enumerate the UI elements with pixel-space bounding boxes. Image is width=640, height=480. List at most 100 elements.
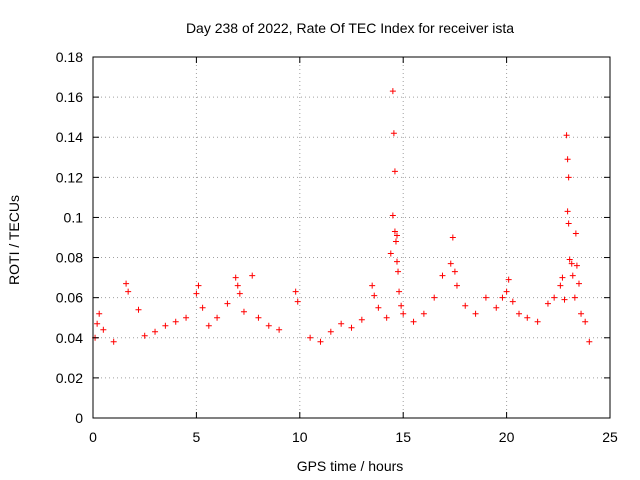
data-point <box>110 338 117 345</box>
data-point <box>393 258 400 265</box>
y-tick-label: 0.16 <box>56 89 83 105</box>
data-point <box>96 310 103 317</box>
data-point <box>396 288 403 295</box>
data-point <box>400 310 407 317</box>
data-point <box>447 260 454 267</box>
data-point <box>327 328 334 335</box>
data-points <box>92 88 593 345</box>
x-tick-label: 15 <box>395 429 411 445</box>
data-point <box>503 288 510 295</box>
data-point <box>276 326 283 333</box>
data-point <box>390 130 397 137</box>
data-point <box>214 314 221 321</box>
data-point <box>265 322 272 329</box>
data-point <box>236 290 243 297</box>
y-axis-label: ROTI / TECUs <box>6 195 22 285</box>
data-point <box>392 238 399 245</box>
data-point <box>292 288 299 295</box>
y-tick-label: 0.14 <box>56 129 83 145</box>
data-point <box>544 300 551 307</box>
data-point <box>255 314 262 321</box>
axis-ticks: 0 5 10 15 20 25 0 0.02 0.04 0.06 0.08 0.1 0.12 0.14 0.… <box>56 49 618 445</box>
data-point <box>582 318 589 325</box>
data-point <box>224 300 231 307</box>
data-point <box>383 314 390 321</box>
data-point <box>307 334 314 341</box>
data-point <box>232 274 239 281</box>
data-point <box>571 294 578 301</box>
data-point <box>462 302 469 309</box>
chart-title: Day 238 of 2022, Rate Of TEC Index for r… <box>186 20 514 36</box>
y-tick-label: 0.1 <box>64 209 84 225</box>
data-point <box>375 304 382 311</box>
data-point <box>410 318 417 325</box>
data-point <box>371 292 378 299</box>
x-tick-label: 10 <box>292 429 308 445</box>
data-point <box>565 174 572 181</box>
data-point <box>387 250 394 257</box>
data-point <box>205 322 212 329</box>
data-point <box>505 276 512 283</box>
data-point <box>569 272 576 279</box>
data-point <box>431 294 438 301</box>
data-point <box>566 256 573 263</box>
data-point <box>516 310 523 317</box>
data-point <box>534 318 541 325</box>
data-point <box>183 314 190 321</box>
data-point <box>559 274 566 281</box>
data-point <box>348 324 355 331</box>
data-point <box>439 272 446 279</box>
data-point <box>338 320 345 327</box>
data-point <box>568 260 575 267</box>
data-point <box>420 310 427 317</box>
data-point <box>240 308 247 315</box>
y-tick-label: 0.08 <box>56 250 83 266</box>
data-point <box>482 294 489 301</box>
y-tick-label: 0.18 <box>56 49 83 65</box>
data-point <box>449 234 456 241</box>
y-tick-label: 0 <box>75 410 83 426</box>
data-point <box>369 282 376 289</box>
data-point <box>391 228 398 235</box>
y-tick-label: 0.06 <box>56 290 83 306</box>
data-point <box>573 262 580 269</box>
data-point <box>389 212 396 219</box>
x-tick-label: 5 <box>193 429 201 445</box>
x-axis-label: GPS time / hours <box>297 458 404 474</box>
data-point <box>564 156 571 163</box>
x-tick-label: 0 <box>89 429 97 445</box>
data-point <box>509 298 516 305</box>
data-point <box>395 268 402 275</box>
data-point <box>393 232 400 239</box>
y-tick-label: 0.12 <box>56 169 83 185</box>
data-point <box>398 302 405 309</box>
data-point <box>94 320 101 327</box>
data-point <box>564 208 571 215</box>
data-point <box>249 272 256 279</box>
data-point <box>551 294 558 301</box>
data-point <box>152 328 159 335</box>
data-point <box>172 318 179 325</box>
data-point <box>195 282 202 289</box>
data-point <box>162 322 169 329</box>
x-tick-label: 25 <box>602 429 618 445</box>
data-point <box>565 220 572 227</box>
data-point <box>561 296 568 303</box>
data-point <box>451 268 458 275</box>
data-point <box>100 326 107 333</box>
data-point <box>317 338 324 345</box>
data-point <box>578 310 585 317</box>
data-point <box>125 288 132 295</box>
data-point <box>575 280 582 287</box>
data-point <box>123 280 130 287</box>
data-point <box>499 294 506 301</box>
data-point <box>391 168 398 175</box>
data-point <box>563 132 570 139</box>
data-point <box>135 306 142 313</box>
data-point <box>199 304 206 311</box>
data-point <box>572 230 579 237</box>
data-point <box>389 88 396 95</box>
plot-frame <box>92 56 611 419</box>
data-point <box>141 332 148 339</box>
